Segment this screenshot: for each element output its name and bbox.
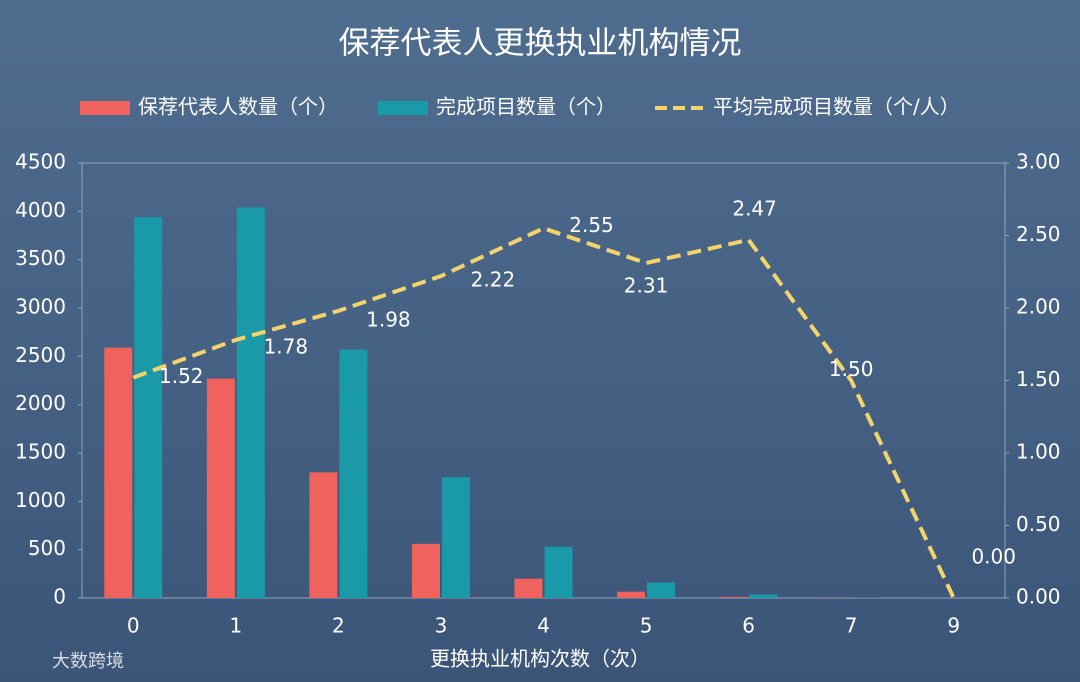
legend-label: 保荐代表人数量（个）: [138, 95, 338, 119]
data-label: 2.47: [732, 196, 777, 220]
y2-tick-label: 0.50: [1016, 512, 1061, 536]
legend-swatch: [80, 101, 130, 115]
data-label: 1.78: [264, 334, 309, 358]
y2-tick-label: 1.00: [1016, 440, 1061, 464]
y-tick-label: 0: [53, 585, 66, 609]
chart-title: 保荐代表人更换执业机构情况: [339, 26, 742, 62]
y-tick-label: 500: [28, 536, 66, 560]
y-tick-label: 4000: [15, 198, 66, 222]
bar: [309, 472, 338, 598]
legend-swatch: [378, 101, 428, 115]
data-label: 2.22: [471, 268, 516, 292]
bar: [134, 217, 163, 598]
y2-tick-label: 2.50: [1016, 222, 1061, 246]
bar: [441, 477, 470, 598]
x-tick-label: 5: [640, 614, 653, 638]
y-tick-label: 3500: [15, 246, 66, 270]
x-axis-title: 更换执业机构次数（次）: [430, 647, 650, 671]
data-label: 1.50: [829, 357, 874, 381]
y2-tick-label: 0.00: [1016, 585, 1061, 609]
y2-tick-label: 2.00: [1016, 295, 1061, 319]
y2-tick-label: 1.50: [1016, 367, 1061, 391]
bar: [617, 591, 646, 598]
data-label: 1.52: [159, 364, 204, 388]
x-tick-label: 3: [435, 614, 448, 638]
bar: [206, 378, 235, 598]
bar: [749, 594, 778, 598]
x-tick-label: 7: [845, 614, 858, 638]
y-tick-label: 2500: [15, 343, 66, 367]
data-label: 1.98: [366, 307, 411, 331]
y-tick-label: 1000: [15, 488, 66, 512]
bar: [236, 207, 265, 598]
x-tick-label: 4: [537, 614, 550, 638]
x-tick-label: 2: [332, 614, 345, 638]
legend-label: 平均完成项目数量（个/人）: [713, 95, 960, 119]
watermark: 大数跨境: [52, 651, 124, 672]
bar: [647, 582, 676, 598]
bar: [719, 597, 748, 598]
bar: [411, 543, 440, 598]
x-tick-label: 0: [127, 614, 140, 638]
data-label: 2.55: [569, 213, 614, 237]
y2-tick-label: 3.00: [1016, 150, 1061, 174]
x-tick-label: 9: [947, 614, 960, 638]
bar: [514, 578, 543, 598]
y-tick-label: 4500: [15, 150, 66, 174]
bar: [104, 347, 133, 598]
x-tick-label: 6: [742, 614, 755, 638]
data-label: 2.31: [624, 274, 669, 298]
y-tick-label: 3000: [15, 295, 66, 319]
y-tick-label: 2000: [15, 391, 66, 415]
data-label: 0.00: [971, 545, 1016, 569]
y-tick-label: 1500: [15, 440, 66, 464]
bar: [339, 349, 368, 598]
legend-label: 完成项目数量（个）: [436, 95, 616, 119]
line: [132, 226, 956, 599]
bar: [544, 546, 573, 598]
x-tick-label: 1: [229, 614, 242, 638]
